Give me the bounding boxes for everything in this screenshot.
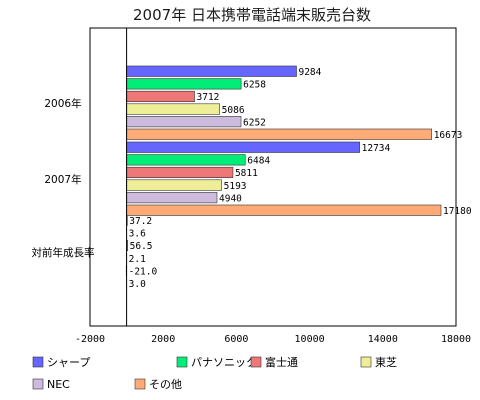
legend-label: その他 [149, 378, 182, 391]
legend-swatch [360, 356, 372, 368]
legend-label: 富士通 [265, 355, 298, 369]
data-label: 56.5 [130, 241, 153, 252]
data-label: 16673 [434, 130, 463, 141]
x-tick-label: 14000 [368, 334, 398, 345]
data-label: 5086 [222, 105, 245, 116]
legend-swatch [176, 356, 188, 368]
bar [126, 192, 218, 204]
data-label: 6252 [243, 117, 266, 128]
bar [126, 141, 360, 153]
bar [126, 78, 242, 90]
category-label: 2006年 [44, 97, 81, 110]
x-axis-ticks: -2000 2000 6000 10000 14000 18000 [75, 334, 471, 345]
data-label: 6258 [243, 80, 266, 91]
data-label: 17180 [443, 206, 472, 217]
x-tick-label: 2000 [151, 334, 175, 345]
chart-title: 2007年 日本携帯電話端末販売台数 [133, 6, 371, 24]
category-label: 対前年成長率 [32, 246, 95, 259]
data-label: 2.1 [129, 254, 146, 265]
legend-label: パナソニック [191, 356, 257, 369]
bar [126, 166, 234, 178]
legend-swatch [32, 356, 44, 368]
bar [126, 90, 195, 102]
data-label: 5811 [235, 168, 258, 179]
data-label: 3.6 [129, 229, 146, 240]
data-label: 6484 [247, 156, 270, 167]
data-label: 12734 [362, 143, 391, 154]
data-label: 5193 [224, 181, 247, 192]
x-tick-label: -2000 [75, 334, 105, 345]
bar [126, 179, 222, 191]
bar [126, 128, 433, 140]
data-label: 9284 [298, 67, 321, 78]
x-tick-label: 10000 [295, 334, 325, 345]
legend-label: 東芝 [375, 356, 397, 369]
bar [126, 154, 246, 166]
x-tick-label: 6000 [224, 334, 248, 345]
data-label: 4940 [219, 193, 242, 204]
bar [126, 204, 442, 216]
legend: シャープ パナソニック 富士通 東芝 NEC その他 [32, 355, 397, 391]
legend-swatch [134, 378, 146, 390]
bar [126, 116, 242, 128]
bar [126, 65, 297, 77]
legend-label: シャープ [47, 356, 90, 369]
legend-swatch [32, 378, 44, 390]
data-label: 3.0 [129, 279, 146, 290]
bar [126, 103, 220, 115]
x-tick-label: 18000 [441, 334, 471, 345]
data-label: 37.2 [129, 216, 152, 227]
data-label: 3712 [197, 92, 220, 103]
category-label: 2007年 [44, 173, 81, 186]
data-label: -21.0 [129, 266, 158, 277]
legend-swatch [250, 356, 262, 368]
legend-label: NEC [47, 378, 70, 391]
